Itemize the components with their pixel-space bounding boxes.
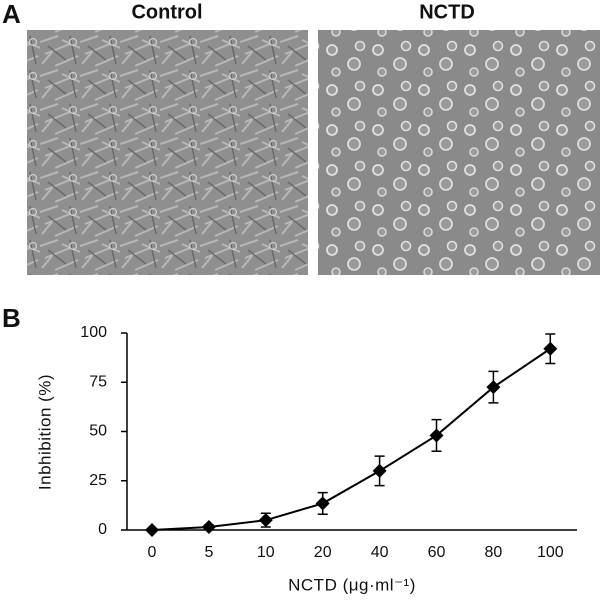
panel-label: B: [2, 303, 21, 333]
x-tick-label: 10: [257, 544, 275, 561]
micrograph: [318, 30, 600, 275]
x-tick-label: 0: [148, 544, 157, 561]
marker: [543, 341, 558, 356]
x-tick-label: 60: [428, 544, 446, 561]
x-tick-label: 40: [371, 544, 389, 561]
marker: [315, 496, 330, 511]
marker: [201, 520, 216, 535]
y-tick-label: 0: [98, 521, 107, 538]
marker: [258, 513, 273, 528]
panel-label: A: [2, 0, 21, 29]
marker: [429, 428, 444, 443]
x-tick-label: 80: [485, 544, 503, 561]
marker: [372, 463, 387, 478]
y-tick-label: 25: [89, 472, 107, 489]
image-title: NCTD: [419, 1, 475, 23]
x-tick-label: 5: [204, 544, 213, 561]
micrograph: [27, 30, 308, 275]
line: [151, 347, 551, 531]
y-tick-label: 75: [89, 373, 107, 390]
x-tick-label: 20: [314, 544, 332, 561]
image-title: Control: [131, 1, 202, 23]
y-axis-title: Inbhibition (%): [35, 374, 54, 490]
marker: [145, 523, 159, 537]
x-axis-title: NCTD (μg·ml⁻¹): [288, 575, 416, 594]
marker: [486, 380, 501, 395]
y-tick-label: 50: [89, 423, 107, 440]
x-tick-label: 100: [537, 544, 564, 561]
y-tick-label: 100: [80, 324, 107, 341]
